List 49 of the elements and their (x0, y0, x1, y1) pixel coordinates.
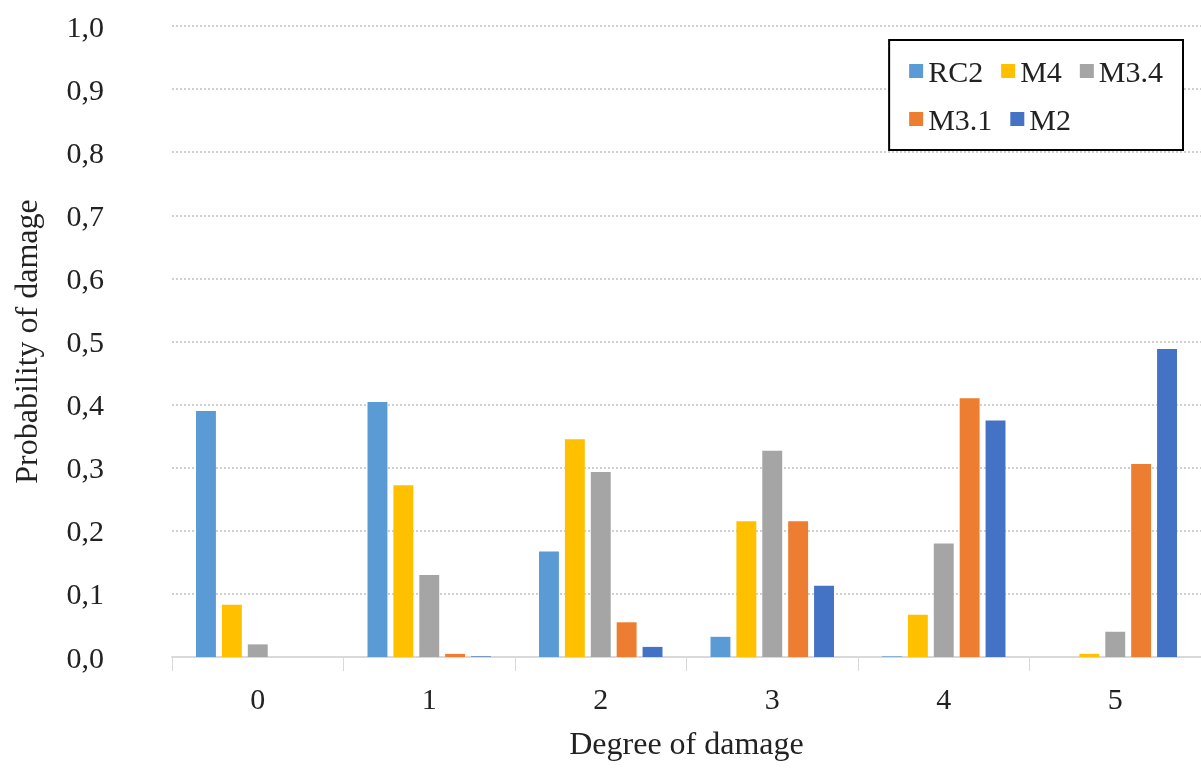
x-tick-label: 4 (936, 681, 952, 715)
bar (788, 521, 809, 657)
y-tick-label: 0,0 (66, 640, 104, 674)
x-tick-label: 3 (764, 681, 780, 715)
bar (539, 551, 559, 657)
bar (1079, 653, 1100, 657)
x-tick-label: 1 (421, 681, 437, 715)
bar (393, 485, 414, 657)
x-tick-label: 5 (1107, 681, 1123, 715)
y-tick-label: 0,5 (66, 325, 104, 358)
bar (247, 644, 268, 657)
legend-label: M3.4 (1098, 54, 1164, 88)
y-tick-label: 0,2 (66, 514, 104, 548)
bar (445, 653, 466, 657)
y-tick-label: 0,7 (66, 198, 104, 232)
bar (762, 450, 783, 657)
bar (642, 646, 663, 657)
bar (959, 398, 980, 657)
bar (710, 636, 731, 657)
bar (907, 614, 928, 657)
bar (564, 439, 585, 657)
bar (196, 410, 216, 657)
y-tick-label: 0,8 (66, 135, 104, 169)
bar (1157, 349, 1177, 657)
bar (814, 585, 834, 657)
bar (367, 402, 388, 657)
y-tick-label: 0,4 (66, 388, 104, 422)
legend-label: RC2 (928, 54, 984, 88)
bar (590, 472, 611, 657)
bar (985, 420, 1006, 657)
bar (419, 574, 440, 657)
x-tick-label: 0 (250, 681, 266, 715)
legend-label: M4 (1020, 54, 1062, 88)
legend-label: M3.1 (928, 102, 993, 136)
bar (933, 543, 954, 657)
x-tick-label: 2 (593, 681, 609, 715)
y-tick-label: 0,3 (66, 451, 104, 485)
y-tick-label: 0,1 (66, 577, 104, 611)
legend-label: M2 (1029, 102, 1071, 136)
y-tick-label: 1,0 (66, 9, 104, 43)
y-tick-label: 0,9 (66, 72, 104, 106)
bar (221, 604, 242, 657)
bar (1105, 631, 1126, 657)
bar (736, 521, 757, 657)
x-axis-title: Degree of damage (569, 725, 804, 761)
bar (1131, 463, 1152, 657)
y-axis-title: Probability of damage (8, 199, 44, 484)
y-tick-label: 0,6 (66, 261, 104, 295)
bar (616, 622, 637, 657)
